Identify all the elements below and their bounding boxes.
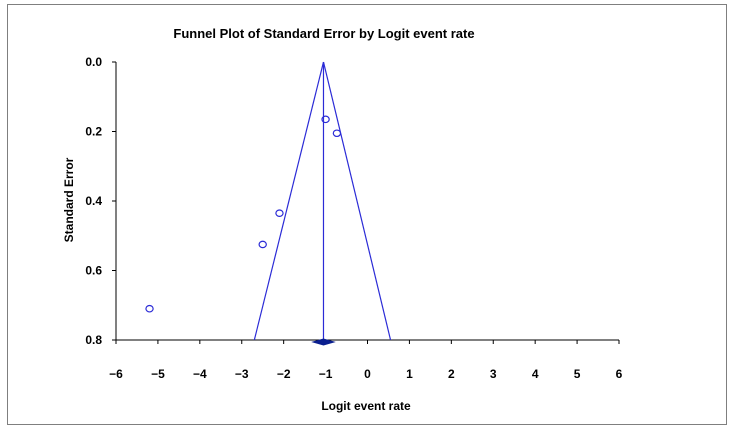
y-tick-label: 0.8 — [85, 333, 102, 347]
study-point — [332, 129, 342, 138]
chart-frame — [7, 4, 727, 425]
y-tick-label: 0.6 — [85, 264, 102, 278]
x-tick-label: −5 — [151, 367, 165, 381]
x-tick-label: −3 — [235, 367, 249, 381]
x-tick-label: −1 — [319, 367, 333, 381]
x-tick-label: 5 — [574, 367, 581, 381]
y-tick-label: 0.2 — [85, 125, 102, 139]
y-axis-label: Standard Error — [62, 157, 76, 242]
x-tick-label: 0 — [364, 367, 371, 381]
x-tick-label: 2 — [448, 367, 455, 381]
y-tick-label: 0.0 — [85, 55, 102, 69]
plot-area: 0.0 0.2 0.4 0.6 0.8 −6 −5 −4 −3 −2 −1 0 1 2 3 4 5 6 — [85, 55, 622, 381]
funnel-right-line — [322, 61, 392, 341]
chart-title: Funnel Plot of Standard Error by Logit e… — [173, 26, 474, 41]
x-tick-label: −6 — [109, 367, 123, 381]
study-point — [321, 115, 330, 124]
study-point — [275, 209, 284, 217]
x-tick-label: 3 — [490, 367, 497, 381]
x-axis-label: Logit event rate — [321, 399, 411, 413]
x-tick-label: −2 — [277, 367, 291, 381]
x-tick-label: 6 — [616, 367, 623, 381]
funnel-left-line — [253, 61, 325, 341]
x-tick-label: 4 — [532, 367, 539, 381]
x-tick-label: 1 — [406, 367, 413, 381]
y-tick-label: 0.4 — [85, 194, 102, 208]
x-tick-label: −4 — [193, 367, 207, 381]
study-point — [258, 240, 267, 249]
summary-diamond — [311, 338, 336, 346]
study-point — [145, 304, 154, 313]
